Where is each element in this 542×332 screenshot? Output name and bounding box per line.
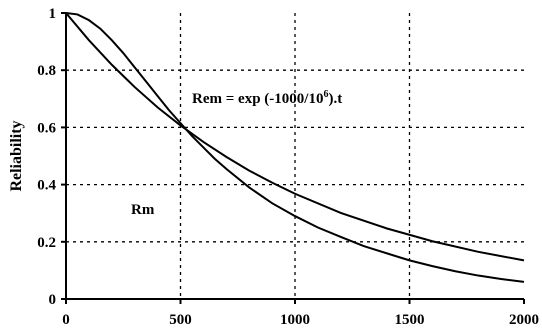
x-tick-label: 2000 [509, 312, 539, 328]
series [65, 12, 525, 283]
y-tick-label: 1 [49, 6, 57, 22]
y-tick-label: 0 [49, 292, 57, 308]
grid-lines [66, 13, 524, 299]
y-axis-label: Reliability [8, 120, 25, 191]
rem-formula-exponent: 6 [323, 89, 328, 100]
rm-annotation: Rm [131, 202, 155, 218]
y-tick-label: 0.2 [37, 235, 56, 251]
x-tick-label: 0 [62, 312, 70, 328]
tick-labels: 0 500 1000 1500 2000 0 0.2 0.4 0.6 0.8 1 [37, 6, 539, 328]
x-tick-label: 1000 [280, 312, 310, 328]
x-tick-label: 500 [169, 312, 192, 328]
y-tick-label: 0.4 [37, 178, 56, 194]
rem-formula-suffix: ).t [328, 91, 342, 107]
y-tick-label: 0.8 [37, 63, 56, 79]
series-line-rem [65, 12, 525, 262]
x-tick-label: 1500 [395, 312, 425, 328]
series-line-rm [65, 12, 525, 283]
rem-formula-annotation: Rem = exp (-1000/106).t [192, 89, 342, 107]
rem-formula-prefix: Rem = exp (-1000/10 [192, 91, 323, 107]
y-tick-label: 0.6 [37, 120, 56, 136]
